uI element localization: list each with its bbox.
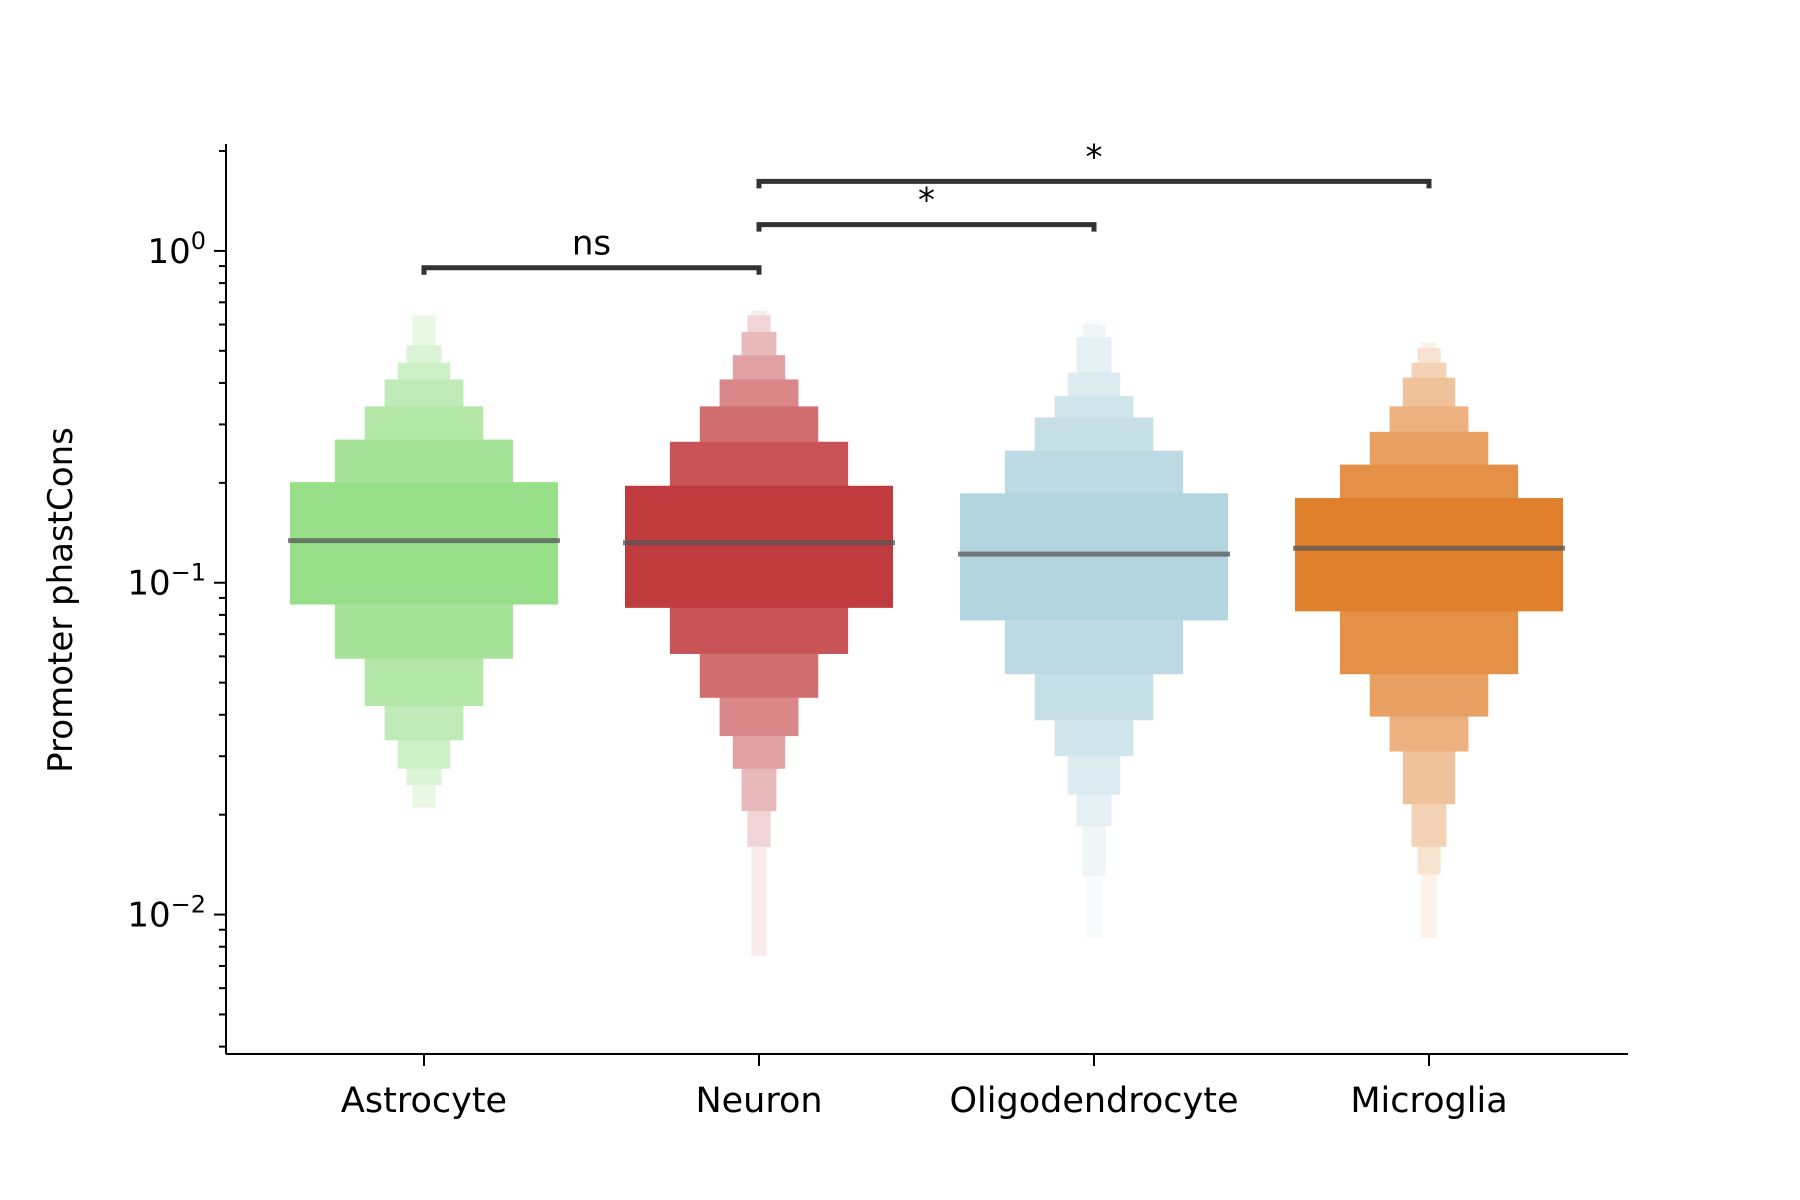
significance-label: * <box>1086 137 1103 177</box>
x-tick-label: Oligodendrocyte <box>949 1081 1238 1121</box>
bracket-line <box>756 178 1432 189</box>
axes: 100 10−1 10−2 Astrocyte Neuron Oligodendrocyt… <box>127 144 1628 1121</box>
x-tick-label: Microglia <box>1350 1081 1507 1121</box>
boxen-box <box>960 493 1228 621</box>
y-tick-label: 100 <box>147 227 206 272</box>
boxen-neuron <box>623 310 895 957</box>
significance-bracket: * <box>756 137 1432 189</box>
plot-area: ns * * <box>288 137 1565 957</box>
boxen-box <box>625 485 893 608</box>
y-tick-label: 10−2 <box>127 891 206 936</box>
significance-bracket: * <box>756 181 1097 232</box>
boxen-oligodendrocyte <box>958 319 1230 938</box>
bracket-line <box>421 265 762 275</box>
x-tick-label: Astrocyte <box>341 1081 507 1121</box>
y-tick-label: 10−1 <box>127 559 206 604</box>
bracket-line <box>756 222 1097 232</box>
x-tick-label: Neuron <box>695 1081 822 1121</box>
boxen-box <box>290 482 558 605</box>
boxen-microglia <box>1293 342 1565 938</box>
boxen-astrocyte <box>288 315 560 808</box>
boxen-box <box>1295 498 1563 612</box>
significance-label: * <box>918 181 935 221</box>
y-axis-title: Promoter phastCons <box>41 427 81 773</box>
significance-bracket: ns <box>421 224 762 275</box>
significance-label: ns <box>572 224 611 264</box>
